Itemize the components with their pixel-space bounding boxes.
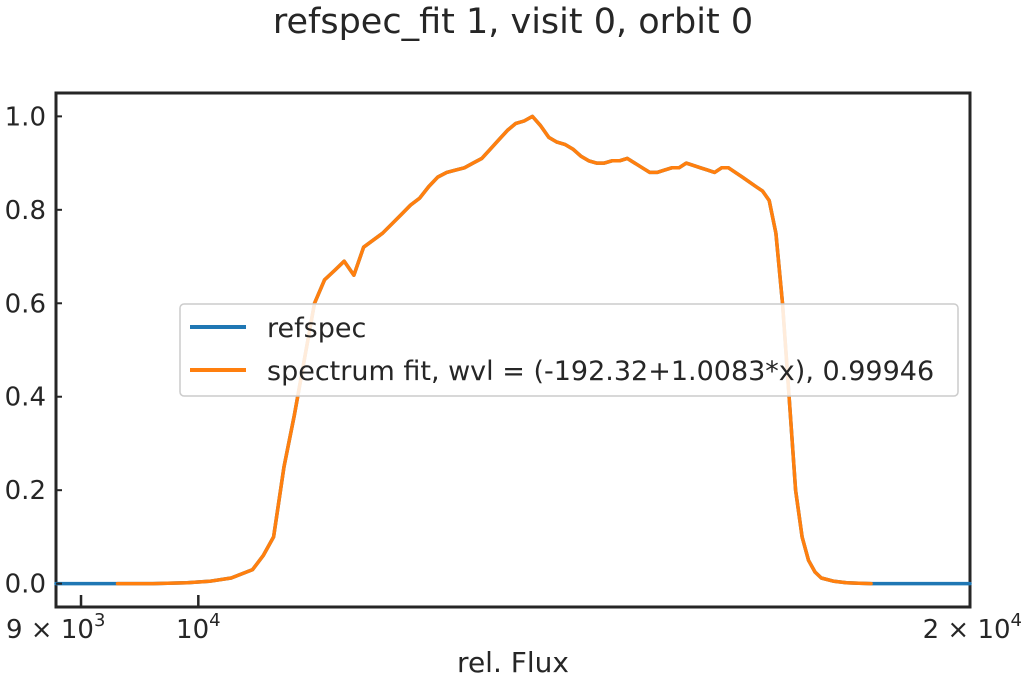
x-axis-label: rel. Flux <box>457 646 569 679</box>
y-tick-label: 1.0 <box>5 102 46 132</box>
legend-box <box>179 303 959 397</box>
series-line-1 <box>115 114 873 586</box>
y-tick-label: 0.2 <box>5 476 46 506</box>
x-axis: 9 × 103 104 2 × 104 <box>6 595 1022 645</box>
y-axis: 0.0 0.2 0.4 0.6 0.8 1.0 <box>5 102 62 600</box>
x-tick-label: 2 × 104 <box>923 610 1022 645</box>
y-tick-label: 0.6 <box>5 289 46 319</box>
legend: refspec spectrum fit, wvl = (-192.32+1.00… <box>179 303 959 397</box>
y-tick-label: 0.0 <box>5 570 46 600</box>
y-tick-label: 0.8 <box>5 196 46 226</box>
chart-title: refspec_fit 1, visit 0, orbit 0 <box>273 2 753 42</box>
x-tick-label: 104 <box>176 610 221 645</box>
x-tick-label: 9 × 103 <box>6 610 105 645</box>
legend-entries: refspec spectrum fit, wvl = (-192.32+1.00… <box>190 313 934 387</box>
legend-label: spectrum fit, wvl = (-192.32+1.0083*x), … <box>267 356 934 387</box>
series-layer <box>54 114 972 586</box>
legend-label: refspec <box>267 313 366 344</box>
y-tick-label: 0.4 <box>5 383 46 413</box>
